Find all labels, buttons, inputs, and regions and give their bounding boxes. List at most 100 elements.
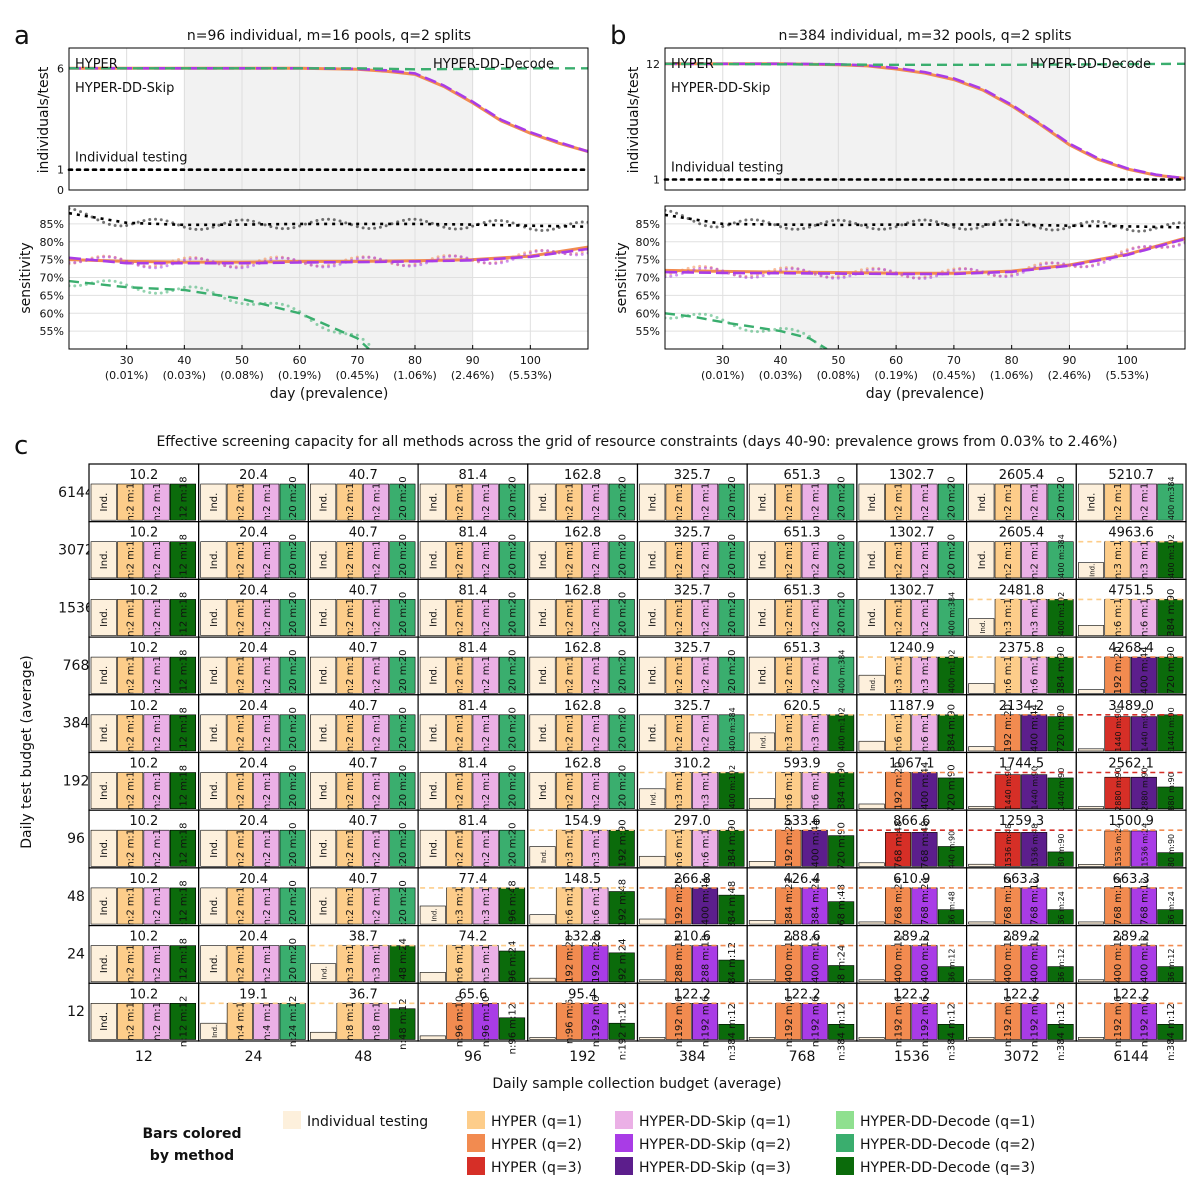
- scatter-point: [413, 217, 417, 221]
- bar-label-hyper: n:2 m:1: [455, 771, 466, 810]
- bar-label-skip: n:2 m:1: [701, 483, 712, 522]
- bar-label-skip: n:2 m:1: [262, 944, 273, 983]
- bar-label-decode: n:384 m:12: [1056, 1003, 1067, 1061]
- bar-label-decode: n:384 m:48: [727, 881, 738, 939]
- scatter-point: [1091, 219, 1095, 223]
- bar-label-skip: n:6 m:1: [920, 714, 931, 753]
- scatter-point: [292, 226, 296, 230]
- bar-label-hyper: n:2 m:1: [564, 656, 575, 695]
- series-line-individual-testing: [665, 213, 1185, 229]
- bar-label-ind: Ind.: [209, 897, 220, 916]
- capacity-bar-skip: [1021, 483, 1048, 521]
- x-tick-label: 90: [1062, 354, 1076, 367]
- scatter-point: [546, 228, 550, 232]
- bar-label-hyper: n:2 m:1: [345, 771, 356, 810]
- scatter-point: [511, 221, 515, 225]
- scatter-point: [419, 263, 423, 267]
- bar-label-decode: n:24 m:12: [288, 996, 299, 1047]
- capacity-bar-hyper: [555, 887, 582, 925]
- bar-label-decode: n:400 m:384: [1057, 534, 1066, 585]
- capacity-bar-skip: [582, 656, 609, 694]
- y-tick-label: 1: [57, 164, 64, 177]
- bar-label-decode: n:1440 m:90: [1167, 707, 1176, 758]
- scatter-point: [755, 218, 759, 222]
- capacity-bar-hyper: [226, 656, 253, 694]
- scatter-point: [534, 228, 538, 232]
- capacity-bar-decode: [279, 1002, 306, 1040]
- capacity-bar-ind: [858, 483, 885, 521]
- capacity-bar-skip: [253, 541, 280, 579]
- scatter-point: [332, 330, 336, 334]
- bar-label-decode: n:2880 m:90: [1167, 834, 1176, 885]
- capacity-bar-hyper: [885, 599, 912, 636]
- scatter-point: [929, 218, 933, 222]
- panel-b-title: n=384 individual, m=32 pools, q=2 splits: [778, 28, 1071, 44]
- bar-label-skip: n:2 m:1: [810, 483, 821, 522]
- scatter-point: [96, 280, 100, 284]
- scatter-point: [703, 224, 707, 228]
- capacity-bar-ind: [310, 599, 337, 636]
- capacity-label: 2481.8: [999, 583, 1045, 598]
- capacity-bar-skip: [582, 1002, 609, 1040]
- capacity-bar-ind: [310, 829, 337, 867]
- bar-label-skip: n:1440 m:90: [1031, 766, 1040, 817]
- bar-label-decode: n:384 m:12: [727, 942, 738, 1000]
- series-label-hyper: HYPER: [671, 57, 714, 72]
- bar-label-decode: n:720 m:90: [1056, 705, 1067, 763]
- scatter-point: [1125, 249, 1129, 253]
- capacity-bar-skip: [362, 887, 389, 925]
- scatter-point: [361, 226, 365, 230]
- bar-label-ind: Ind.: [209, 781, 220, 800]
- capacity-bar-skip: [1021, 1002, 1048, 1040]
- panel-b-plots: 1 12 HYPER HYPER-DD-Skip HYPER-DD-Decode Indi…: [636, 47, 1187, 382]
- scatter-point: [303, 222, 307, 226]
- bar-label-decode: n:1536 m:12: [1057, 949, 1066, 1000]
- bar-label-hyper: n:2 m:1: [894, 598, 905, 637]
- capacity-bar-skip: [911, 1002, 938, 1040]
- capacity-label: 10.2: [129, 526, 158, 541]
- capacity-bar-skip: [1021, 774, 1048, 809]
- bar-label-decode: n:384 m:12: [946, 1003, 957, 1061]
- scatter-point: [1119, 252, 1123, 256]
- capacity-bar-hyper: [336, 714, 363, 752]
- capacity-bar-skip: [801, 714, 828, 752]
- plot-frame: [664, 47, 1186, 191]
- scatter-point: [952, 269, 956, 273]
- capacity-label: 122.2: [1003, 987, 1040, 1002]
- capacity-bar-hyper: [117, 829, 144, 867]
- panel-letter-c: c: [14, 431, 28, 461]
- scatter-point: [987, 223, 991, 227]
- bar-label-hyper: n:2 m:1: [345, 656, 356, 695]
- capacity-bar-skip: [801, 829, 828, 867]
- capacity-bar-hyper: [665, 887, 692, 925]
- col-label: 192: [569, 1049, 596, 1065]
- capacity-bar-ind: [858, 803, 885, 810]
- capacity-bar-ind: [419, 541, 446, 579]
- capacity-bar-decode: [828, 541, 855, 579]
- col-label: 24: [245, 1049, 263, 1065]
- scatter-point: [119, 224, 123, 228]
- capacity-label: 38.7: [349, 930, 378, 945]
- bar-label-ind: Ind.: [538, 723, 549, 742]
- bar-label-ind: Ind.: [648, 666, 659, 685]
- scatter-point: [715, 225, 719, 229]
- bar-label-decode: n:20 m:20: [398, 534, 409, 585]
- scatter-point: [315, 264, 319, 268]
- bar-label-skip: n:400 m:12: [1030, 935, 1041, 993]
- scatter-point: [500, 219, 503, 223]
- scatter-point: [790, 267, 794, 271]
- scatter-point: [223, 296, 227, 300]
- scatter-point: [1010, 218, 1014, 222]
- capacity-bar-decode: [499, 599, 526, 636]
- capacity-bar-ind: [968, 483, 995, 521]
- capacity-bar-ind: [529, 541, 556, 579]
- capacity-label: 122.2: [674, 987, 711, 1002]
- bar-label-hyper: n:1536 m:48: [1004, 824, 1013, 875]
- bar-label-ind: Ind.: [757, 550, 768, 569]
- bar-label-decode: n:192 m:48: [617, 879, 628, 937]
- bar-label-decode: n:20 m:20: [508, 476, 519, 527]
- bar-label-decode: n:20 m:20: [946, 534, 957, 585]
- plot-frame: [68, 205, 589, 350]
- capacity-bar-decode: [608, 599, 635, 636]
